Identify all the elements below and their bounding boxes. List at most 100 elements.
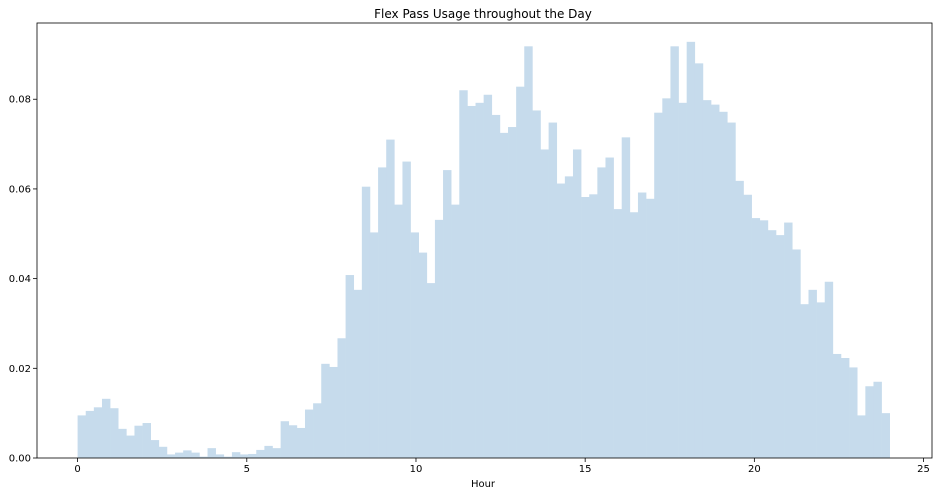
y-tick-label: 0.08 bbox=[9, 95, 31, 106]
histogram-bar bbox=[792, 249, 801, 458]
histogram-bar bbox=[540, 149, 549, 458]
histogram-bar bbox=[816, 302, 826, 458]
histogram-bar bbox=[223, 456, 233, 458]
histogram-bar bbox=[118, 428, 127, 458]
histogram-bar bbox=[443, 170, 452, 459]
histogram-bar bbox=[589, 194, 598, 459]
histogram-bar bbox=[678, 102, 687, 459]
histogram-bar bbox=[759, 220, 769, 458]
histogram-bar bbox=[556, 183, 566, 458]
histogram-bar bbox=[353, 289, 363, 458]
histogram-bar bbox=[410, 232, 419, 458]
histogram-bar bbox=[175, 452, 184, 458]
histogram-bar bbox=[670, 46, 679, 459]
histogram-bar bbox=[313, 403, 322, 458]
histogram-bar bbox=[369, 232, 379, 458]
histogram-bar bbox=[808, 289, 817, 458]
histogram-bar bbox=[142, 423, 151, 458]
histogram-bar bbox=[361, 186, 371, 459]
histogram-bar bbox=[719, 111, 728, 458]
histogram-bar bbox=[873, 381, 882, 458]
histogram-bar bbox=[207, 448, 216, 458]
histogram-bar bbox=[166, 454, 176, 458]
histogram-bar bbox=[93, 407, 103, 458]
histogram-bar bbox=[824, 281, 834, 458]
histogram-bar bbox=[524, 46, 533, 459]
histogram-bar bbox=[508, 127, 517, 459]
histogram-bar bbox=[459, 90, 468, 459]
histogram-bar bbox=[621, 137, 631, 459]
histogram-bar bbox=[865, 386, 874, 458]
histogram-bar bbox=[532, 110, 541, 458]
histogram-bar bbox=[629, 212, 639, 458]
histogram-bar bbox=[637, 192, 647, 459]
histogram-bar bbox=[134, 425, 143, 458]
histogram-bar bbox=[581, 197, 590, 458]
histogram-bar bbox=[337, 338, 346, 458]
histogram-bar bbox=[613, 209, 623, 458]
histogram-bar bbox=[702, 100, 712, 458]
histogram-bar bbox=[85, 410, 95, 458]
histogram-bar bbox=[548, 122, 558, 458]
histogram-bar bbox=[386, 139, 395, 458]
histogram-bar bbox=[711, 104, 720, 458]
histogram-bar bbox=[158, 446, 168, 458]
x-tick-label: 10 bbox=[410, 464, 423, 475]
bars-group bbox=[77, 41, 891, 459]
histogram-bar bbox=[126, 435, 135, 458]
histogram-bar bbox=[248, 453, 257, 458]
histogram-bar bbox=[564, 176, 574, 458]
y-tick-label: 0.06 bbox=[9, 184, 31, 195]
histogram-bar bbox=[402, 161, 411, 459]
histogram-bar bbox=[800, 304, 809, 458]
histogram-bar bbox=[735, 180, 744, 459]
y-tick-label: 0.02 bbox=[9, 364, 31, 375]
histogram-bar bbox=[654, 112, 663, 458]
histogram-bar bbox=[840, 357, 850, 458]
histogram-bar bbox=[483, 94, 493, 459]
histogram-bar bbox=[743, 194, 752, 458]
histogram-bar bbox=[475, 102, 484, 459]
histogram-bar bbox=[572, 149, 582, 458]
x-tick-label: 15 bbox=[579, 464, 592, 475]
histogram-bar bbox=[264, 445, 273, 458]
x-axis-label: Hour bbox=[471, 479, 496, 490]
histogram-bar bbox=[467, 105, 476, 458]
histogram-bar bbox=[516, 86, 525, 458]
y-tick-label: 0.00 bbox=[9, 454, 31, 465]
plot-frame bbox=[36, 22, 933, 459]
histogram-bar bbox=[597, 167, 606, 458]
chart-title: Flex Pass Usage throughout the Day bbox=[374, 7, 592, 21]
histogram-bar bbox=[662, 98, 671, 458]
histogram-bar bbox=[321, 363, 330, 458]
histogram-bar bbox=[451, 204, 460, 458]
histogram-bar bbox=[694, 63, 704, 458]
histogram-bar bbox=[784, 222, 793, 458]
x-tick-label: 25 bbox=[917, 464, 930, 475]
histogram-bar bbox=[240, 454, 249, 458]
histogram-bar bbox=[776, 235, 785, 458]
histogram-bar bbox=[77, 415, 87, 458]
histogram-bar bbox=[881, 413, 891, 458]
histogram-bar bbox=[378, 167, 387, 458]
histogram-bar bbox=[727, 122, 736, 458]
histogram-bar bbox=[345, 275, 355, 458]
histogram-bar bbox=[767, 230, 777, 458]
histogram-bar bbox=[426, 283, 436, 458]
x-tick-label: 0 bbox=[74, 464, 80, 475]
histogram-bar bbox=[849, 367, 858, 458]
histogram-bar bbox=[832, 353, 842, 458]
histogram-bar bbox=[394, 204, 403, 458]
histogram-bar bbox=[491, 114, 501, 459]
histogram-bar bbox=[288, 425, 298, 458]
histogram-bar bbox=[296, 427, 306, 458]
histogram-bar bbox=[272, 448, 281, 458]
histogram-bar bbox=[646, 198, 655, 458]
axes-group: 0 5 10 15 20 25 0.00 0.02 0.04 0.06 0.08 bbox=[9, 22, 933, 475]
histogram-bar bbox=[751, 218, 761, 458]
histogram-bar bbox=[110, 408, 119, 458]
histogram-bar bbox=[199, 456, 208, 458]
histogram-bar bbox=[686, 41, 696, 458]
histogram-bar bbox=[605, 157, 614, 459]
